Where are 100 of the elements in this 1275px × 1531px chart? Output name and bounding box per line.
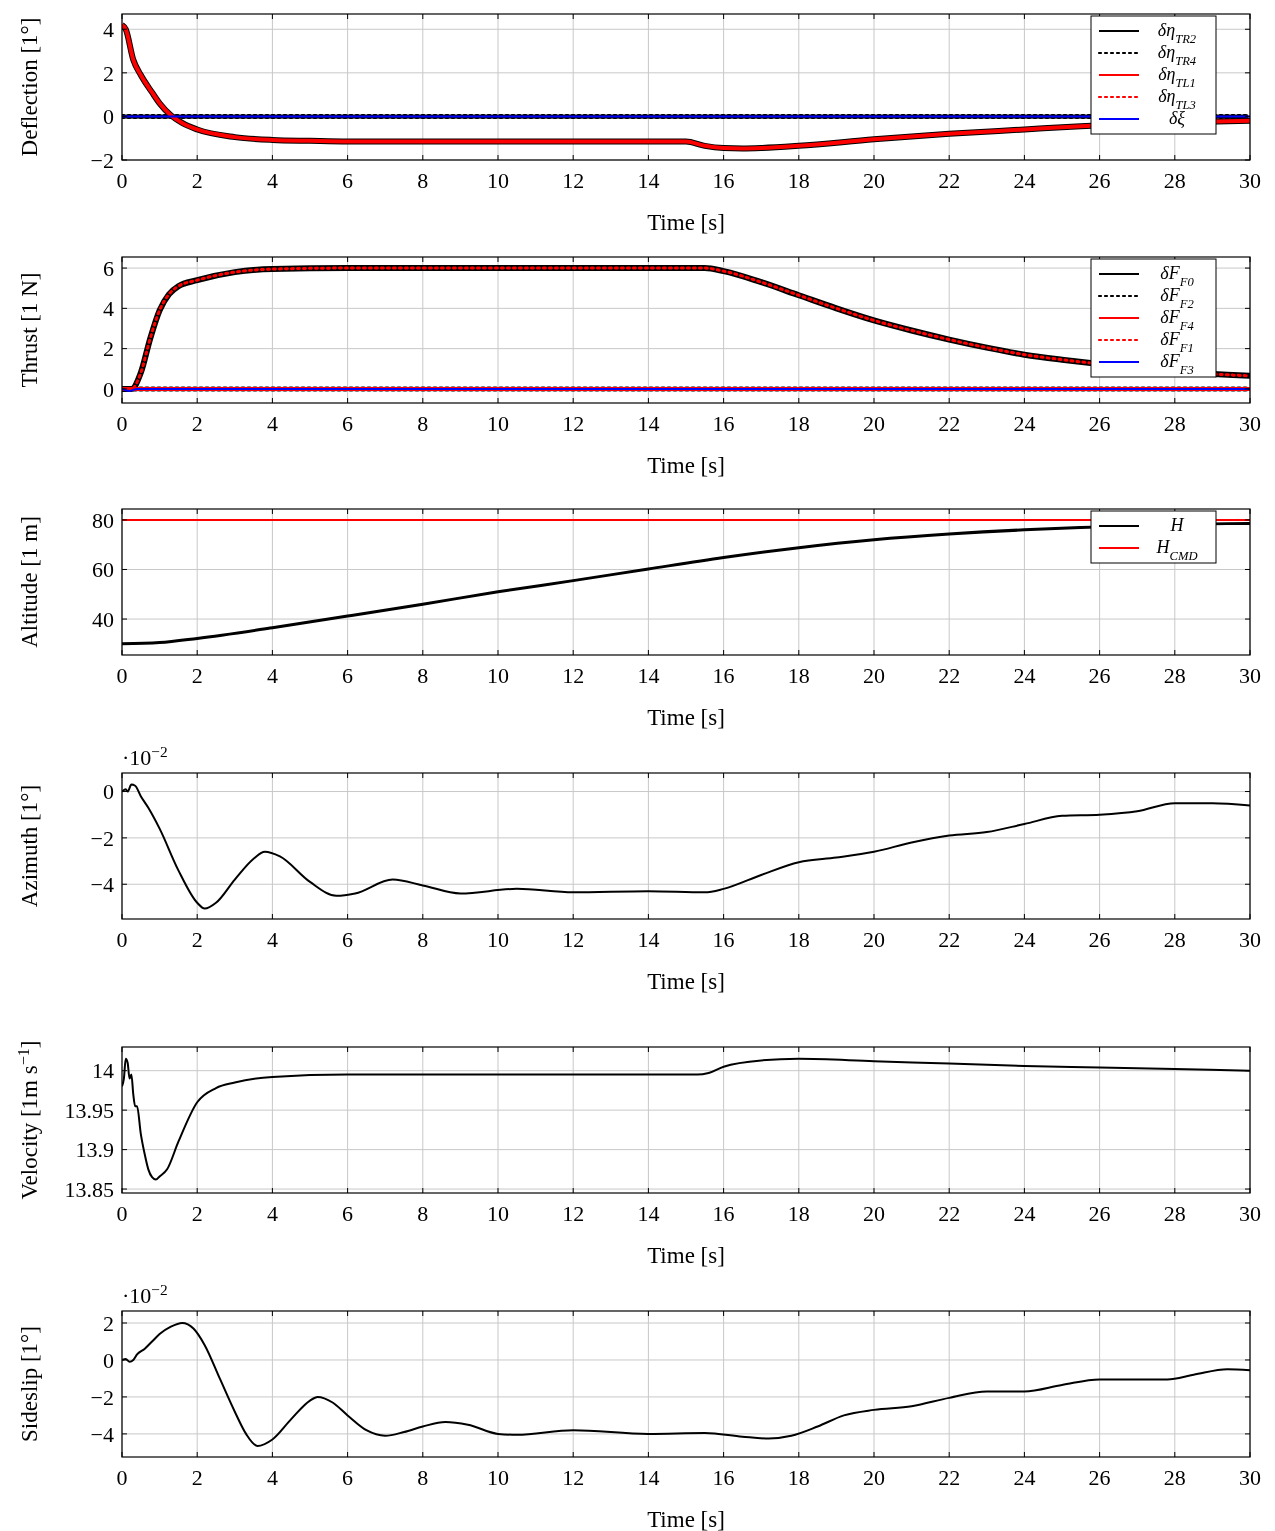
x-tick-label: 16 bbox=[712, 1465, 735, 1490]
x-tick-label: 28 bbox=[1163, 663, 1186, 688]
y-tick-label: 13.9 bbox=[75, 1137, 114, 1163]
x-axis-title: Time [s] bbox=[647, 1243, 725, 1268]
x-tick-label: 2 bbox=[191, 168, 203, 193]
x-tick-label: 4 bbox=[266, 927, 278, 952]
x-tick-label: 6 bbox=[342, 663, 354, 688]
x-tick-label: 2 bbox=[191, 411, 203, 436]
x-tick-label: 16 bbox=[712, 411, 735, 436]
x-tick-label: 30 bbox=[1239, 1465, 1261, 1490]
x-tick-label: 6 bbox=[342, 168, 354, 193]
x-tick-label: 8 bbox=[417, 1465, 429, 1490]
x-tick-label: 2 bbox=[191, 663, 203, 688]
y-tick-label: 0 bbox=[103, 1347, 114, 1373]
x-tick-label: 26 bbox=[1088, 168, 1111, 193]
y-tick-label: −4 bbox=[90, 871, 114, 897]
text: ·10$^{−2}$ bbox=[122, 742, 168, 770]
x-tick-label: 22 bbox=[938, 1465, 961, 1490]
x-axis-title: Time [s] bbox=[647, 210, 725, 235]
y-tick-label: −2 bbox=[90, 147, 114, 173]
x-tick-label: 12 bbox=[562, 663, 585, 688]
x-tick-label: 12 bbox=[562, 1201, 585, 1226]
y-tick-label: 40 bbox=[92, 606, 114, 632]
x-tick-label: 8 bbox=[417, 927, 429, 952]
y-axis-title: Sideslip [1°] bbox=[17, 1326, 42, 1442]
x-tick-label: 28 bbox=[1163, 168, 1186, 193]
x-tick-label: 14 bbox=[637, 168, 660, 193]
x-tick-label: 4 bbox=[266, 168, 278, 193]
x-axis-title: Time [s] bbox=[647, 1507, 725, 1531]
x-tick-label: 26 bbox=[1088, 1465, 1111, 1490]
x-tick-label: 30 bbox=[1239, 411, 1261, 436]
x-tick-label: 30 bbox=[1239, 927, 1261, 952]
x-tick-label: 8 bbox=[417, 168, 429, 193]
x-tick-label: 20 bbox=[863, 927, 885, 952]
y-axis-title: Azimuth [1°] bbox=[17, 784, 42, 908]
y-tick-label: 0 bbox=[103, 376, 114, 402]
x-tick-label: 10 bbox=[487, 168, 509, 193]
x-tick-label: 4 bbox=[266, 1201, 278, 1226]
y-tick-label: 14 bbox=[92, 1058, 114, 1084]
x-tick-label: 18 bbox=[787, 168, 810, 193]
y-tick-label: 4 bbox=[103, 16, 114, 42]
x-tick-label: 8 bbox=[417, 663, 429, 688]
x-tick-label: 12 bbox=[562, 168, 585, 193]
x-tick-label: 14 bbox=[637, 927, 660, 952]
y-axis-title: Deflection [1°] bbox=[17, 17, 42, 157]
y-tick-label: 2 bbox=[103, 1310, 114, 1336]
x-tick-label: 22 bbox=[938, 168, 961, 193]
x-tick-label: 10 bbox=[487, 1201, 509, 1226]
x-tick-label: 16 bbox=[712, 168, 735, 193]
x-tick-label: 24 bbox=[1013, 1465, 1036, 1490]
x-tick-label: 6 bbox=[342, 411, 354, 436]
x-tick-label: 20 bbox=[863, 411, 885, 436]
x-tick-label: 26 bbox=[1088, 1201, 1111, 1226]
y-tick-label: 4 bbox=[103, 296, 114, 322]
y-tick-label: 0 bbox=[103, 779, 114, 805]
x-tick-label: 22 bbox=[938, 411, 961, 436]
x-tick-label: 18 bbox=[787, 1201, 810, 1226]
x-tick-label: 28 bbox=[1163, 927, 1186, 952]
x-tick-label: 28 bbox=[1163, 1201, 1186, 1226]
x-tick-label: 2 bbox=[191, 927, 203, 952]
x-tick-label: 24 bbox=[1013, 411, 1036, 436]
x-tick-label: 14 bbox=[637, 1201, 660, 1226]
x-tick-label: 24 bbox=[1013, 663, 1036, 688]
x-tick-label: 2 bbox=[191, 1465, 203, 1490]
x-tick-label: 28 bbox=[1163, 411, 1186, 436]
x-tick-label: 16 bbox=[712, 927, 735, 952]
text: ·10$^{−2}$ bbox=[122, 1280, 168, 1308]
x-tick-label: 24 bbox=[1013, 927, 1036, 952]
x-tick-label: 10 bbox=[487, 1465, 509, 1490]
x-tick-label: 8 bbox=[417, 1201, 429, 1226]
x-tick-label: 18 bbox=[787, 411, 810, 436]
y-tick-label: 2 bbox=[103, 336, 114, 362]
y-tick-label: 13.85 bbox=[64, 1176, 114, 1202]
x-tick-label: 12 bbox=[562, 927, 585, 952]
x-tick-label: 22 bbox=[938, 663, 961, 688]
x-tick-label: 20 bbox=[863, 168, 885, 193]
x-tick-label: 24 bbox=[1013, 1201, 1036, 1226]
x-tick-label: 18 bbox=[787, 663, 810, 688]
y-tick-label: 60 bbox=[92, 557, 114, 583]
x-tick-label: 20 bbox=[863, 1201, 885, 1226]
x-tick-label: 30 bbox=[1239, 663, 1261, 688]
x-tick-label: 4 bbox=[266, 663, 278, 688]
y-tick-label: −4 bbox=[90, 1421, 114, 1447]
x-tick-label: 12 bbox=[562, 1465, 585, 1490]
x-tick-label: 2 bbox=[191, 1201, 203, 1226]
y-axis-title: Altitude [1 m] bbox=[17, 516, 42, 648]
x-tick-label: 24 bbox=[1013, 168, 1036, 193]
x-tick-label: 14 bbox=[637, 663, 660, 688]
x-tick-label: 28 bbox=[1163, 1465, 1186, 1490]
legend-label: δξ bbox=[1168, 108, 1186, 129]
y-tick-label: 13.95 bbox=[64, 1097, 114, 1123]
legend-label: H$_{CMD}$ bbox=[1155, 537, 1198, 564]
x-tick-label: 8 bbox=[417, 411, 429, 436]
x-tick-label: 6 bbox=[342, 1465, 354, 1490]
x-tick-label: 18 bbox=[787, 927, 810, 952]
y-tick-label: 2 bbox=[103, 60, 114, 86]
legend-label: H bbox=[1169, 515, 1185, 536]
legend-label: δF$_{F3}$ bbox=[1160, 351, 1194, 378]
x-tick-label: 22 bbox=[938, 927, 961, 952]
x-tick-label: 26 bbox=[1088, 411, 1111, 436]
